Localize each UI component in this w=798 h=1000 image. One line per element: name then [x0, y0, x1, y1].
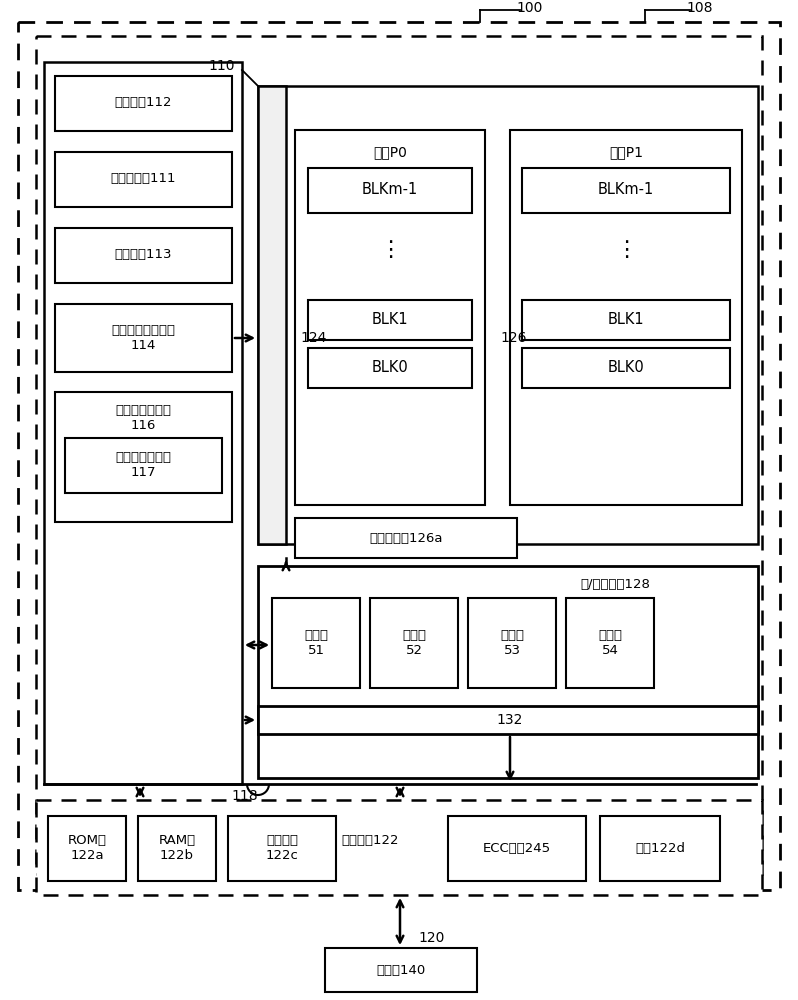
- FancyBboxPatch shape: [325, 948, 477, 992]
- Text: 110: 110: [208, 59, 235, 73]
- Text: 108: 108: [687, 1, 713, 15]
- Text: ECC引擎245: ECC引擎245: [483, 842, 551, 854]
- Text: 124: 124: [300, 331, 326, 345]
- Text: 平面P0: 平面P0: [373, 145, 407, 159]
- Text: 片上地址解码器，
114: 片上地址解码器， 114: [111, 324, 175, 352]
- FancyBboxPatch shape: [55, 228, 232, 283]
- FancyBboxPatch shape: [228, 816, 336, 881]
- Text: BLK0: BLK0: [607, 360, 644, 375]
- Text: 感测块
54: 感测块 54: [598, 629, 622, 657]
- FancyBboxPatch shape: [308, 348, 472, 388]
- FancyBboxPatch shape: [44, 62, 242, 784]
- Text: 接口122d: 接口122d: [635, 842, 685, 854]
- Text: 存储区，113: 存储区，113: [114, 248, 172, 261]
- FancyBboxPatch shape: [522, 348, 730, 388]
- Text: BLK1: BLK1: [608, 312, 644, 328]
- FancyBboxPatch shape: [522, 300, 730, 340]
- FancyBboxPatch shape: [295, 518, 517, 558]
- FancyBboxPatch shape: [522, 168, 730, 213]
- FancyBboxPatch shape: [566, 598, 654, 688]
- FancyBboxPatch shape: [370, 598, 458, 688]
- Text: 处理器，
122c: 处理器， 122c: [266, 834, 298, 862]
- FancyBboxPatch shape: [258, 86, 286, 544]
- Text: 感测块
52: 感测块 52: [402, 629, 426, 657]
- FancyBboxPatch shape: [258, 706, 758, 734]
- Text: 感测块
53: 感测块 53: [500, 629, 524, 657]
- Text: BLKm-1: BLKm-1: [598, 182, 654, 198]
- FancyBboxPatch shape: [272, 598, 360, 688]
- FancyBboxPatch shape: [510, 130, 742, 505]
- FancyBboxPatch shape: [258, 566, 758, 778]
- Text: ⋮: ⋮: [379, 240, 401, 260]
- FancyBboxPatch shape: [258, 86, 758, 544]
- FancyBboxPatch shape: [65, 438, 222, 493]
- Text: 列冗余电路111: 列冗余电路111: [110, 172, 176, 186]
- FancyBboxPatch shape: [55, 304, 232, 372]
- Text: ROM，
122a: ROM， 122a: [68, 834, 106, 862]
- Text: 118: 118: [231, 789, 259, 803]
- FancyBboxPatch shape: [468, 598, 556, 688]
- Text: BLKm-1: BLKm-1: [361, 182, 418, 198]
- Text: 存储设备，126a: 存储设备，126a: [369, 532, 443, 544]
- Text: RAM，
122b: RAM， 122b: [159, 834, 196, 862]
- FancyBboxPatch shape: [55, 76, 232, 131]
- Text: 状态机，112: 状态机，112: [114, 97, 172, 109]
- FancyBboxPatch shape: [138, 816, 216, 881]
- Text: 读/写电路，128: 读/写电路，128: [580, 578, 650, 590]
- FancyBboxPatch shape: [295, 130, 485, 505]
- FancyBboxPatch shape: [55, 152, 232, 207]
- FancyBboxPatch shape: [48, 816, 126, 881]
- FancyBboxPatch shape: [36, 800, 762, 895]
- FancyBboxPatch shape: [308, 168, 472, 213]
- Text: 主机，140: 主机，140: [377, 964, 425, 976]
- FancyBboxPatch shape: [448, 816, 586, 881]
- FancyBboxPatch shape: [55, 392, 232, 522]
- FancyBboxPatch shape: [308, 300, 472, 340]
- Text: 控制器，122: 控制器，122: [342, 834, 399, 846]
- Text: 100: 100: [517, 1, 543, 15]
- Text: 132: 132: [497, 713, 523, 727]
- Text: 功率控制模块，
116: 功率控制模块， 116: [115, 404, 171, 432]
- Text: ⋮: ⋮: [615, 240, 637, 260]
- FancyBboxPatch shape: [36, 36, 762, 874]
- Text: 感测块
51: 感测块 51: [304, 629, 328, 657]
- Text: 120: 120: [418, 931, 444, 945]
- FancyBboxPatch shape: [18, 22, 780, 890]
- Text: 电压定时电路，
117: 电压定时电路， 117: [115, 451, 171, 479]
- Text: 126: 126: [500, 331, 527, 345]
- Text: BLK0: BLK0: [372, 360, 409, 375]
- Text: 平面P1: 平面P1: [609, 145, 643, 159]
- Text: BLK1: BLK1: [372, 312, 409, 328]
- FancyBboxPatch shape: [600, 816, 720, 881]
